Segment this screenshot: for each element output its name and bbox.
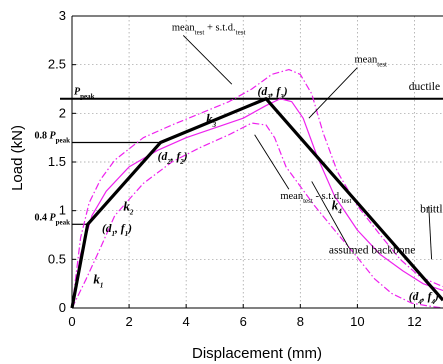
series-line-backbone xyxy=(70,97,443,309)
y-tick-label: 2 xyxy=(59,105,66,120)
point-label: (d3, f3) xyxy=(258,86,288,101)
x-tick-label: 6 xyxy=(240,314,247,329)
series-line-test xyxy=(71,98,443,309)
stiffness-label: k2 xyxy=(123,199,134,217)
annotation-leader xyxy=(308,67,358,119)
x-tick-label: 10 xyxy=(350,314,364,329)
y-axis-title: Load (kN) xyxy=(9,125,26,191)
annotation-text: assumed backbone xyxy=(329,244,416,256)
annotations: ductile brittle assumed backbone meantest +… xyxy=(93,23,443,307)
annotation-leader xyxy=(311,181,350,248)
axes: 0 2 4 6 8 10 12 0 0.5 1 1.5 2 2.5 3 xyxy=(48,8,443,329)
x-axis-title: Displacement (mm) xyxy=(192,345,322,362)
y-tick-label: 3 xyxy=(59,8,66,23)
annotation-leader xyxy=(428,205,433,260)
point-label: (d2, f2) xyxy=(158,151,188,166)
stiffness-label: k3 xyxy=(206,111,217,129)
series-line-test xyxy=(71,122,443,309)
y-tick-label: 0.5 xyxy=(48,251,66,266)
series-line-test xyxy=(71,68,443,309)
x-tick-label: 4 xyxy=(183,314,190,329)
point-label: (d4, f4) xyxy=(409,291,439,306)
annotation-leader xyxy=(254,134,290,190)
grid xyxy=(72,15,443,308)
annotation-leader xyxy=(182,35,233,85)
statistic-label: meantest xyxy=(355,55,388,69)
series-group xyxy=(70,68,443,309)
annotation-text: brittle xyxy=(420,204,443,216)
reference-line-label: Ppeak xyxy=(74,87,95,101)
y-tick-label: 1.5 xyxy=(48,154,66,169)
y-tick-label: 2.5 xyxy=(48,57,66,72)
x-tick-label: 0 xyxy=(68,314,75,329)
statistic-label: meantest - s.t.d.test xyxy=(280,191,351,205)
reference-line-label: 0.8 Ppeak xyxy=(34,131,70,145)
x-tick-label: 8 xyxy=(297,314,304,329)
x-tick-label: 12 xyxy=(407,314,421,329)
annotation-text: ductile xyxy=(409,81,440,93)
y-tick-label: 0 xyxy=(59,300,66,315)
point-label: (d1, f1) xyxy=(102,223,132,238)
stiffness-label: k1 xyxy=(93,272,103,290)
y-tick-label: 1 xyxy=(59,203,66,218)
statistic-label: meantest + s.t.d.test xyxy=(172,23,246,37)
stiffness-label: k4 xyxy=(332,198,343,216)
x-tick-label: 2 xyxy=(125,314,132,329)
